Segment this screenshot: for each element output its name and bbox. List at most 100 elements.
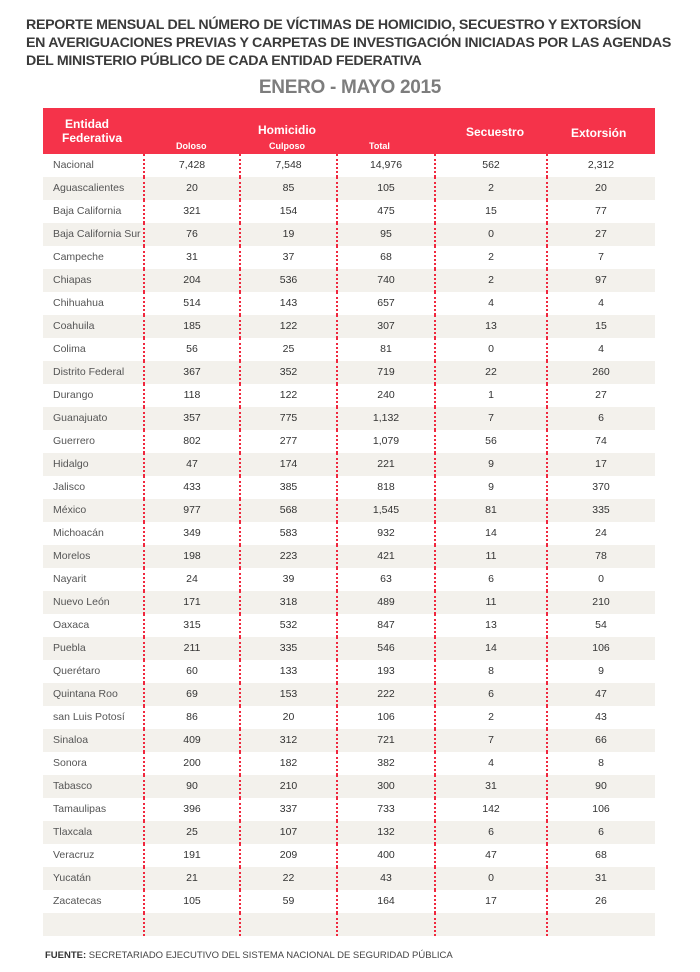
cell-entity: Tabasco xyxy=(53,780,93,792)
cell-entity: Tlaxcala xyxy=(53,826,93,838)
table-row: Jalisco 433 385 818 9 370 xyxy=(43,476,655,499)
cell-extorsion: 260 xyxy=(592,366,610,378)
table-row: Nuevo León 171 318 489 11 210 xyxy=(43,591,655,614)
column-divider xyxy=(546,453,548,476)
column-divider xyxy=(143,568,145,591)
cell-entity: Zacatecas xyxy=(53,895,102,907)
cell-total: 307 xyxy=(377,320,395,332)
column-divider xyxy=(143,200,145,223)
table-row xyxy=(43,913,655,936)
cell-entity: Hidalgo xyxy=(53,458,89,470)
cell-extorsion: 6 xyxy=(598,412,604,424)
cell-culposo: 25 xyxy=(282,343,295,355)
column-divider xyxy=(239,200,241,223)
column-divider xyxy=(336,269,338,292)
cell-extorsion: 90 xyxy=(595,780,607,792)
cell-extorsion: 78 xyxy=(595,550,607,562)
column-divider xyxy=(143,729,145,752)
column-divider xyxy=(546,913,548,936)
column-divider xyxy=(336,867,338,890)
cell-secuestro: 11 xyxy=(485,550,497,562)
cell-entity: Colima xyxy=(53,343,86,355)
cell-entity: Yucatán xyxy=(53,872,91,884)
column-divider xyxy=(546,154,548,177)
column-divider xyxy=(434,177,436,200)
cell-secuestro: 7 xyxy=(488,412,494,424)
cell-doloso: 21 xyxy=(186,872,198,884)
column-divider xyxy=(143,890,145,913)
cell-secuestro xyxy=(435,913,547,936)
column-divider xyxy=(239,453,241,476)
cell-culposo: 19 xyxy=(282,228,295,240)
table-row: Morelos 198 223 421 11 78 xyxy=(43,545,655,568)
column-divider xyxy=(239,798,241,821)
column-divider xyxy=(143,338,145,361)
cell-entity: Michoacán xyxy=(53,527,104,539)
cell-doloso: 118 xyxy=(183,389,201,401)
cell-culposo: 153 xyxy=(279,688,298,700)
column-divider xyxy=(336,775,338,798)
column-divider xyxy=(143,775,145,798)
column-divider xyxy=(239,522,241,545)
cell-total: 818 xyxy=(377,481,395,493)
cell-doloso: 185 xyxy=(183,320,201,332)
column-divider xyxy=(546,890,548,913)
cell-total: 421 xyxy=(377,550,395,562)
table-row: Michoacán 349 583 932 14 24 xyxy=(43,522,655,545)
cell-doloso: 396 xyxy=(183,803,201,815)
column-divider xyxy=(239,384,241,407)
cell-total: 1,545 xyxy=(372,504,400,516)
cell-extorsion: 47 xyxy=(595,688,607,700)
column-divider xyxy=(546,637,548,660)
cell-secuestro: 0 xyxy=(488,872,494,884)
column-divider xyxy=(239,706,241,729)
cell-doloso: 349 xyxy=(183,527,201,539)
header-homicidio: Homicidio xyxy=(258,123,317,137)
cell-secuestro: 4 xyxy=(488,757,494,769)
column-divider xyxy=(434,453,436,476)
cell-entity: Distrito Federal xyxy=(53,366,125,378)
table-row: Coahuila 185 122 307 13 15 xyxy=(43,315,655,338)
cell-secuestro: 2 xyxy=(488,274,494,286)
column-divider xyxy=(143,545,145,568)
cell-secuestro: 2 xyxy=(488,251,494,263)
column-divider xyxy=(546,384,548,407)
cell-total: 240 xyxy=(377,389,395,401)
column-divider xyxy=(336,683,338,706)
cell-entity: Oaxaca xyxy=(53,619,90,631)
title-line: REPORTE MENSUAL DEL NÚMERO DE VÍCTIMAS D… xyxy=(26,17,642,33)
column-divider xyxy=(546,269,548,292)
column-divider xyxy=(336,361,338,384)
column-divider xyxy=(434,361,436,384)
column-divider xyxy=(546,844,548,867)
cell-total: 132 xyxy=(377,826,395,838)
column-divider xyxy=(546,821,548,844)
column-divider xyxy=(239,844,241,867)
cell-entity: Querétaro xyxy=(53,665,101,677)
cell-extorsion: 4 xyxy=(598,343,604,355)
column-divider xyxy=(434,384,436,407)
column-divider xyxy=(546,177,548,200)
cell-entity: Nuevo León xyxy=(53,596,110,608)
table-row: Sonora 200 182 382 4 8 xyxy=(43,752,655,775)
cell-culposo: 532 xyxy=(279,619,298,631)
column-divider xyxy=(434,683,436,706)
column-divider xyxy=(239,729,241,752)
cell-extorsion: 77 xyxy=(595,205,607,217)
cell-entity: Guerrero xyxy=(53,435,96,447)
column-divider xyxy=(336,568,338,591)
column-divider xyxy=(434,775,436,798)
column-divider xyxy=(143,637,145,660)
column-divider xyxy=(143,752,145,775)
cell-secuestro: 14 xyxy=(485,527,497,539)
column-divider xyxy=(434,499,436,522)
cell-doloso: 321 xyxy=(183,205,201,217)
cell-doloso: 204 xyxy=(183,274,201,286)
column-divider xyxy=(434,798,436,821)
cell-entity: Puebla xyxy=(53,642,86,654)
cell-extorsion: 24 xyxy=(595,527,607,539)
cell-total: 221 xyxy=(377,458,395,470)
table-row: Yucatán 21 22 43 0 31 xyxy=(43,867,655,890)
cell-doloso: 86 xyxy=(186,711,198,723)
column-divider xyxy=(546,591,548,614)
